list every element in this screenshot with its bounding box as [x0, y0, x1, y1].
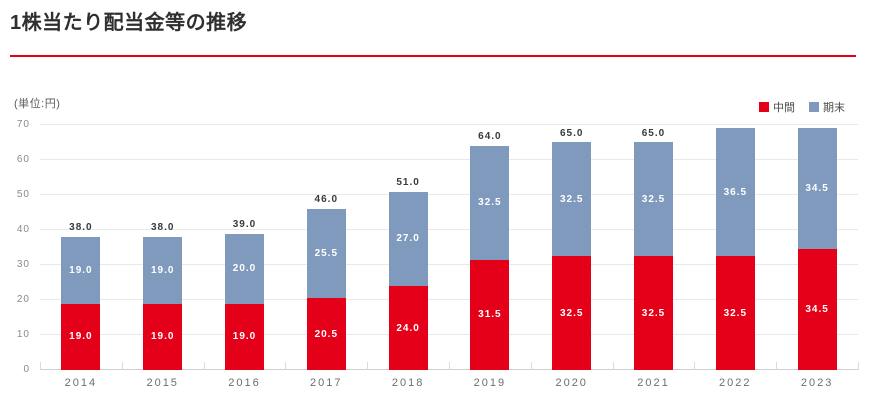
- segment-value-label: 32.5: [723, 307, 748, 319]
- x-axis-tick: [530, 362, 532, 370]
- title-underline: [10, 55, 856, 57]
- bar-total-label: 38.0: [69, 222, 93, 233]
- x-category-label: 2021: [637, 377, 670, 389]
- x-category-label: 2023: [800, 377, 834, 389]
- gridline: [40, 334, 858, 335]
- bar-segment-interim-2014: 19.0: [61, 303, 101, 370]
- x-axis-tick: [612, 362, 614, 370]
- x-category-label: 2016: [228, 377, 261, 389]
- bar-segment-interim-2020: 32.5: [552, 256, 592, 370]
- gridline: [40, 194, 858, 195]
- bar-segment-yearend-2017: 25.5: [306, 208, 346, 299]
- x-category-label: 2018: [391, 377, 425, 389]
- legend-item-interim: 中間: [759, 99, 795, 115]
- bar-total-label: 64.0: [478, 131, 502, 142]
- bar-segment-interim-2016: 19.0: [225, 303, 264, 370]
- legend-label-yearend: 期末: [823, 102, 845, 114]
- segment-value-label: 19.0: [150, 331, 175, 343]
- y-tick-label: 10: [16, 329, 30, 340]
- segment-value-label: 32.5: [478, 197, 502, 209]
- y-tick-label: 50: [16, 189, 30, 200]
- bar-segment-yearend-2020: 32.5: [552, 142, 592, 257]
- x-axis-tick: [449, 362, 450, 370]
- bar-segment-interim-2018: 24.0: [388, 286, 428, 370]
- gridline: [40, 299, 858, 300]
- segment-value-label: 20.0: [232, 263, 257, 274]
- plot-area: 0 10 20 30 40 50 60 70 19.0 19.0 38.0 2014 19.0 19.0 3…: [17, 119, 859, 389]
- bar-total-label: 51.0: [396, 176, 420, 188]
- segment-value-label: 32.5: [641, 307, 666, 319]
- segment-value-label: 19.0: [69, 264, 93, 276]
- y-tick-label: 30: [16, 259, 30, 270]
- x-axis-tick: [367, 362, 369, 370]
- unit-label: (単位:円): [14, 98, 61, 110]
- bar-segment-interim-2019: 31.5: [470, 259, 510, 370]
- legend-swatch-yearend-icon: [809, 102, 819, 112]
- gridline: [40, 264, 858, 265]
- gridline: [40, 159, 858, 160]
- y-tick-label: 60: [16, 154, 30, 165]
- x-axis-tick: [858, 362, 859, 370]
- y-tick-label: 20: [16, 294, 30, 305]
- gridline: [40, 124, 858, 125]
- y-tick-label: 40: [16, 224, 30, 235]
- bar-segment-yearend-2019: 32.5: [470, 145, 510, 260]
- bar-segment-yearend-2018: 27.0: [388, 191, 428, 286]
- segment-value-label: 19.0: [232, 331, 257, 343]
- x-category-label: 2015: [146, 377, 179, 389]
- page-title: 1株当たり配当金等の推移: [10, 12, 248, 34]
- bar-segment-yearend-2023: 34.5: [797, 128, 837, 250]
- segment-value-label: 36.5: [723, 186, 748, 198]
- bar-segment-yearend-2021: 32.5: [634, 142, 673, 257]
- x-category-label: 2017: [310, 377, 343, 389]
- legend-item-yearend: 期末: [809, 99, 845, 115]
- segment-value-label: 31.5: [478, 309, 502, 321]
- legend-label-interim: 中間: [773, 102, 795, 114]
- x-axis-tick: [776, 362, 778, 370]
- segment-value-label: 24.0: [396, 322, 420, 334]
- x-category-label: 2014: [64, 377, 98, 389]
- x-axis-tick: [203, 362, 205, 370]
- x-category-label: 2020: [555, 377, 588, 389]
- bar-segment-interim-2023: 34.5: [797, 249, 837, 370]
- x-axis-tick: [285, 362, 287, 370]
- x-category-label: 2019: [473, 377, 507, 389]
- segment-value-label: 34.5: [805, 183, 829, 195]
- y-tick-label: 70: [16, 119, 30, 130]
- segment-value-label: 19.0: [150, 264, 175, 276]
- x-category-label: 2022: [719, 377, 752, 389]
- chart-legend: 中間 期末: [759, 99, 845, 115]
- segment-value-label: 32.5: [559, 307, 584, 319]
- bar-segment-yearend-2015: 19.0: [143, 237, 183, 304]
- bar-segment-interim-2017: 20.5: [306, 298, 346, 370]
- bar-segment-interim-2022: 32.5: [715, 256, 755, 370]
- bar-segment-interim-2021: 32.5: [634, 256, 673, 370]
- bar-total-label: 38.0: [150, 222, 175, 233]
- bar-total-label: 46.0: [314, 194, 339, 205]
- x-axis-tick: [121, 362, 123, 370]
- segment-value-label: 32.5: [559, 193, 584, 205]
- segment-value-label: 34.5: [805, 304, 829, 316]
- bar-segment-yearend-2022: 36.5: [715, 128, 755, 257]
- segment-value-label: 19.0: [69, 331, 93, 343]
- x-axis-tick: [694, 362, 696, 370]
- bar-total-label: 65.0: [641, 127, 666, 139]
- bar-segment-yearend-2014: 19.0: [61, 237, 101, 304]
- segment-value-label: 20.5: [314, 328, 339, 340]
- gridline: [40, 229, 858, 230]
- bar-total-label: 39.0: [232, 218, 257, 230]
- y-tick-label: 0: [23, 364, 30, 375]
- legend-swatch-interim-icon: [759, 102, 769, 112]
- x-axis-tick: [40, 362, 41, 370]
- segment-value-label: 25.5: [314, 248, 339, 260]
- bar-total-label: 65.0: [559, 127, 584, 139]
- segment-value-label: 27.0: [396, 233, 420, 245]
- bar-segment-yearend-2016: 20.0: [225, 233, 264, 304]
- bar-segment-interim-2015: 19.0: [143, 303, 183, 370]
- segment-value-label: 32.5: [641, 193, 666, 205]
